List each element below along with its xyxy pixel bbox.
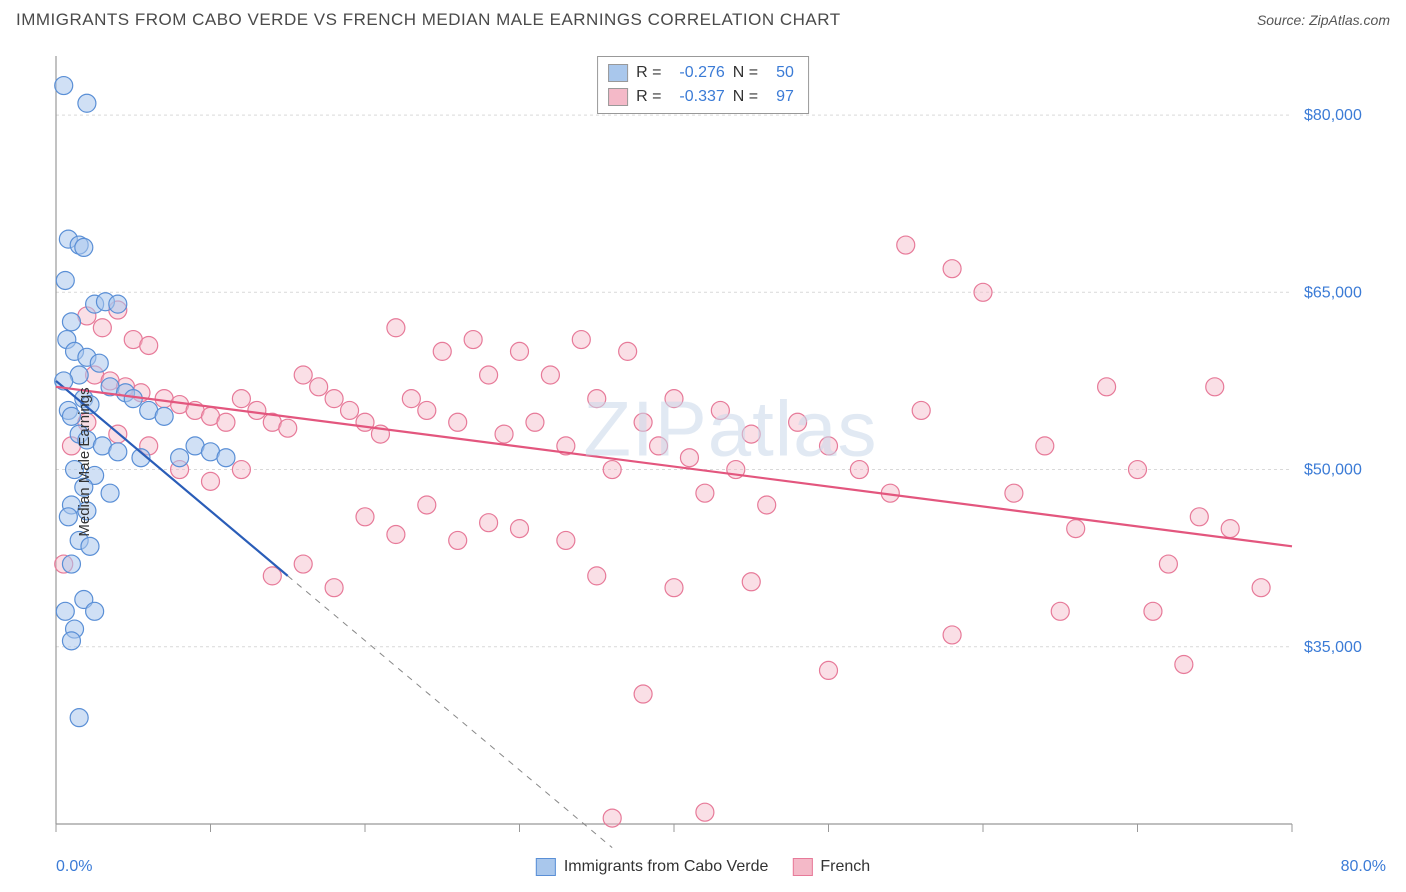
- source-link[interactable]: Source: ZipAtlas.com: [1257, 12, 1390, 28]
- source-prefix: Source:: [1257, 12, 1309, 28]
- scatter-chart: $35,000 $50,000 $65,000 $80,000: [16, 48, 1382, 858]
- legend-row: R = -0.276 N = 50: [608, 61, 794, 85]
- legend-label: Immigrants from Cabo Verde: [564, 858, 769, 876]
- legend-swatch-blue: [536, 858, 556, 876]
- n-label: N =: [733, 64, 758, 82]
- legend-swatch-pink: [608, 88, 628, 106]
- r-value: -0.337: [679, 88, 724, 106]
- legend-row: R = -0.337 N = 97: [608, 85, 794, 109]
- legend-item: French: [792, 858, 870, 876]
- n-value: 50: [776, 64, 794, 82]
- legend-item: Immigrants from Cabo Verde: [536, 858, 769, 876]
- r-value: -0.276: [679, 64, 724, 82]
- x-axis-max-label: 80.0%: [1341, 858, 1386, 876]
- x-axis-min-label: 0.0%: [56, 858, 92, 876]
- chart-area: Median Male Earnings ZIPatlas $35,000$50…: [16, 48, 1390, 876]
- r-label: R =: [636, 88, 661, 106]
- svg-text:$35,000: $35,000: [1304, 639, 1362, 656]
- legend-swatch-blue: [608, 64, 628, 82]
- r-label: R =: [636, 64, 661, 82]
- svg-text:$65,000: $65,000: [1304, 284, 1362, 301]
- n-value: 97: [776, 88, 794, 106]
- legend-swatch-pink: [792, 858, 812, 876]
- chart-title: IMMIGRANTS FROM CABO VERDE VS FRENCH MED…: [16, 10, 841, 30]
- y-axis-label: Median Male Earnings: [76, 387, 93, 536]
- legend-label: French: [820, 858, 870, 876]
- source-name: ZipAtlas.com: [1309, 12, 1390, 28]
- series-legend: Immigrants from Cabo Verde French: [536, 858, 870, 876]
- svg-text:$80,000: $80,000: [1304, 107, 1362, 124]
- n-label: N =: [733, 88, 758, 106]
- svg-text:$50,000: $50,000: [1304, 462, 1362, 479]
- correlation-legend: R = -0.276 N = 50 R = -0.337 N = 97: [597, 56, 809, 114]
